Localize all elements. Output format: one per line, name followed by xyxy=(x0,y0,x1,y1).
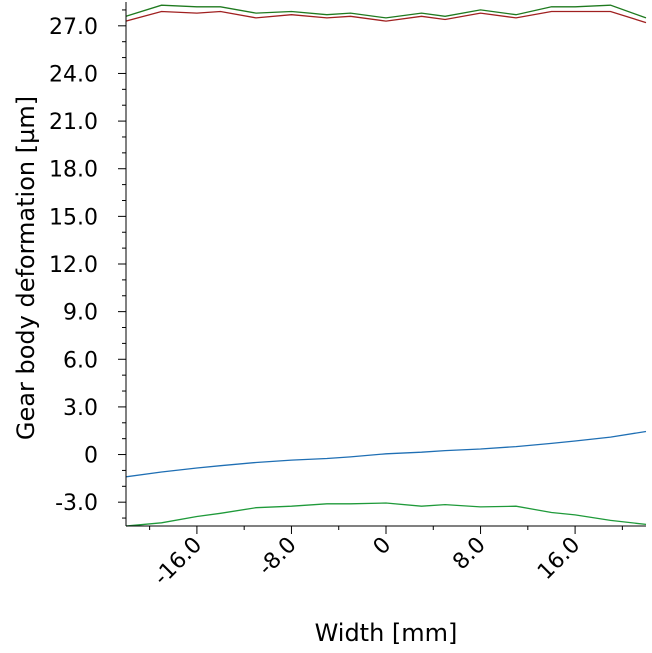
y-tick-label: 18.0 xyxy=(49,158,98,183)
series-line-2 xyxy=(125,10,647,24)
x-tick-label: -8.0 xyxy=(254,533,302,581)
x-tick-label: 8.0 xyxy=(448,533,490,575)
y-tick-label: 27.0 xyxy=(49,15,98,40)
x-tick-label: 16.0 xyxy=(533,533,585,585)
y-axis-title: Gear body deformation [µm] xyxy=(12,96,40,440)
series-line-1 xyxy=(125,4,647,19)
axes-layer: -3.0 0 3.0 6.0 9.0 12.0 15.0 18.0 21.0 24.0 27.0 -1… xyxy=(49,2,646,591)
y-tick-label: -3.0 xyxy=(55,491,98,516)
series-layer xyxy=(125,4,647,527)
y-tick-label: 0 xyxy=(84,444,98,469)
y-tick-label: 6.0 xyxy=(63,348,98,373)
y-tick-label: 12.0 xyxy=(49,253,98,278)
y-tick-label: 3.0 xyxy=(63,396,98,421)
x-tick-label: 0 xyxy=(369,533,397,561)
x-axis-title: Width [mm] xyxy=(315,619,458,647)
x-tick-label: -16.0 xyxy=(149,533,207,591)
y-tick-label: 24.0 xyxy=(49,62,98,87)
y-tick-label: 9.0 xyxy=(63,301,98,326)
series-line-4 xyxy=(125,502,647,527)
y-tick-label: 21.0 xyxy=(49,110,98,135)
y-tick-label: 15.0 xyxy=(49,205,98,230)
series-line-3 xyxy=(125,430,647,478)
